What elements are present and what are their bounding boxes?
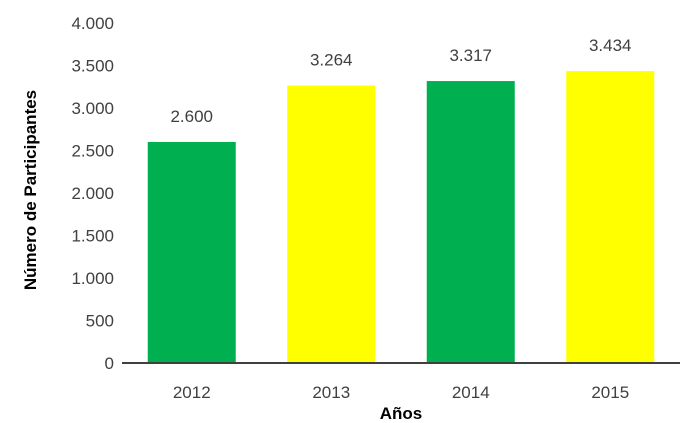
- x-tick-label: 2013: [312, 383, 350, 402]
- bar-2014: [426, 81, 515, 364]
- x-tick-label: 2014: [452, 383, 490, 402]
- bar-2013: [287, 85, 376, 363]
- y-tick-label: 0: [105, 354, 114, 373]
- data-label-2012: 2.600: [170, 107, 213, 126]
- y-tick-label: 4.000: [71, 14, 114, 33]
- y-tick-label: 2.500: [71, 142, 114, 161]
- x-tick-label: 2015: [591, 383, 629, 402]
- y-tick-label: 500: [86, 312, 114, 331]
- y-tick-label: 2.000: [71, 184, 114, 203]
- x-axis-ticks: 2012 2013 2014 2015: [173, 383, 629, 402]
- y-axis-ticks: 0 500 1.000 1.500 2.000 2.500 3.000 3.500 4.000: [71, 14, 114, 373]
- y-tick-label: 3.500: [71, 57, 114, 76]
- bar-2012: [147, 142, 236, 363]
- data-label-2015: 3.434: [589, 36, 632, 55]
- x-tick-label: 2012: [173, 383, 211, 402]
- y-axis-title: Número de Participantes: [21, 90, 40, 290]
- x-axis-title: Años: [380, 404, 423, 423]
- data-label-2013: 3.264: [310, 51, 353, 70]
- y-tick-label: 1.500: [71, 227, 114, 246]
- bar-2015: [566, 71, 655, 364]
- y-tick-label: 3.000: [71, 99, 114, 118]
- data-labels: 2.600 3.264 3.317 3.434: [170, 36, 631, 126]
- y-tick-label: 1.000: [71, 269, 114, 288]
- bars: [147, 71, 655, 364]
- data-label-2014: 3.317: [449, 46, 492, 65]
